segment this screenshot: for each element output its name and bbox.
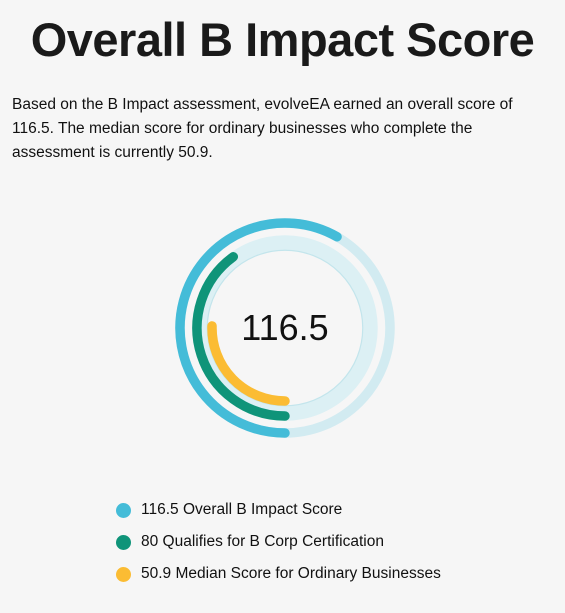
legend-label-b-corp-threshold: 80 Qualifies for B Corp Certification (141, 533, 384, 550)
legend-label-overall-score: 116.5 Overall B Impact Score (141, 501, 343, 518)
legend-label-median-score: 50.9 Median Score for Ordinary Businesse… (141, 565, 441, 582)
legend-dot-overall-score (116, 502, 131, 518)
legend-dot-median-score (116, 566, 131, 582)
center-score-label: 116.5 (241, 307, 328, 348)
legend-item-b-corp-threshold: 80 Qualifies for B Corp Certification (116, 526, 441, 558)
legend-dot-b-corp-threshold (116, 534, 131, 550)
legend-item-median-score: 50.9 Median Score for Ordinary Businesse… (116, 558, 441, 590)
page-title: Overall B Impact Score (30, 13, 535, 66)
radial-score-chart: 116.5 (175, 218, 395, 438)
arc-overall-score (175, 218, 342, 438)
legend-item-overall-score: 116.5 Overall B Impact Score (116, 494, 441, 526)
arc-median-score (207, 321, 290, 406)
chart-legend: 116.5 Overall B Impact Score 80 Qualifie… (116, 494, 441, 590)
score-description: Based on the B Impact assessment, evolve… (12, 96, 513, 161)
arc-b-corp-threshold (192, 252, 290, 421)
